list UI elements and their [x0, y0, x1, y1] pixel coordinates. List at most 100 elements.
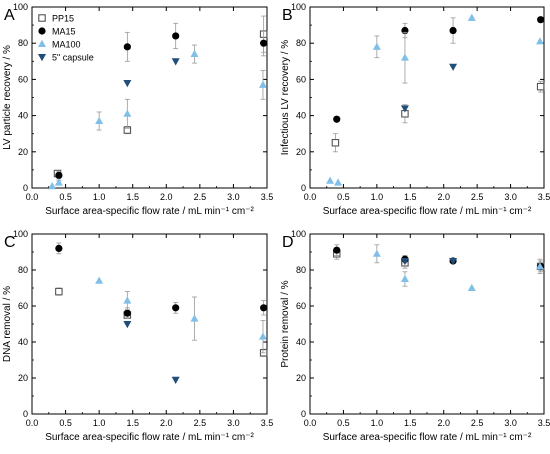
x-tick-label: 1.0 [93, 418, 106, 428]
x-axis-label: Surface area-specific flow rate / mL min… [45, 206, 254, 217]
data-point [331, 139, 340, 147]
data-point [123, 321, 132, 329]
legend: PP15 MA15 MA100 5" capsule [38, 14, 94, 63]
panel-label: B [282, 7, 293, 24]
series-pp15 [331, 80, 545, 153]
data-point [190, 49, 199, 58]
y-tick-label: 60 [18, 74, 28, 84]
data-point [400, 53, 409, 61]
series-5-capsule [400, 258, 458, 266]
data-point [326, 176, 335, 184]
series-5-capsule [400, 63, 458, 113]
y-tick-label: 80 [18, 265, 28, 275]
x-tick-label: 2.5 [471, 192, 484, 202]
x-tick-label: 0.0 [304, 192, 317, 202]
x-tick-label: 0.0 [26, 418, 39, 428]
x-tick-label: 0.0 [26, 192, 39, 202]
legend-marker [38, 14, 46, 22]
series-5-capsule [123, 321, 180, 384]
series-ma100 [326, 13, 544, 186]
series-ma15 [333, 16, 545, 123]
data-point [172, 32, 180, 40]
x-tick-label: 2.5 [194, 192, 207, 202]
series-ma100 [48, 44, 267, 190]
data-point [171, 58, 180, 66]
data-point [537, 16, 545, 24]
plot-frame [309, 233, 545, 415]
data-point [123, 80, 132, 88]
y-tick-label: 0 [301, 183, 306, 193]
series-pp15 [55, 287, 268, 357]
x-tick-label: 0.0 [304, 418, 317, 428]
x-axis-label: Surface area-specific flow rate / mL min… [323, 432, 532, 443]
data-point [190, 314, 199, 322]
chart-panel-d: D 0.0 0.5 1.0 1.5 2.0 2.5 3.0 3.5 0 20 40 60 80 100 Sur… [280, 229, 550, 443]
series-ma100 [95, 276, 267, 354]
y-tick-label: 20 [18, 373, 28, 383]
x-tick-label: 2.0 [160, 418, 173, 428]
data-point [333, 115, 341, 123]
data-point [258, 80, 267, 88]
y-tick-label: 20 [18, 147, 28, 157]
data-point [333, 246, 341, 254]
y-tick-label: 40 [18, 111, 28, 121]
x-tick-label: 3.0 [504, 418, 517, 428]
x-tick-label: 1.5 [126, 418, 139, 428]
x-tick-label: 3.5 [261, 418, 274, 428]
x-tick-label: 3.5 [538, 418, 550, 428]
y-tick-label: 80 [18, 38, 28, 48]
y-tick-label: 100 [13, 229, 28, 239]
data-point [449, 26, 457, 35]
y-axis-label: LV particle recovery / % [2, 45, 13, 150]
data-point [449, 258, 458, 266]
x-tick-label: 1.5 [404, 418, 417, 428]
x-tick-label: 3.0 [227, 418, 240, 428]
y-tick-label: 100 [291, 2, 306, 12]
legend-marker [38, 54, 46, 62]
y-tick-label: 80 [296, 265, 306, 275]
panel-label: C [4, 234, 16, 251]
data-point [123, 109, 132, 117]
y-tick-label: 20 [296, 373, 306, 383]
panel-label: A [4, 7, 15, 24]
x-tick-label: 1.0 [93, 192, 106, 202]
y-tick-label: 40 [296, 111, 306, 121]
legend-label: 5" capsule [52, 53, 94, 63]
y-tick-label: 100 [13, 2, 28, 12]
data-point [123, 309, 131, 317]
x-tick-label: 0.5 [337, 418, 350, 428]
x-tick-label: 1.5 [404, 192, 417, 202]
data-point [48, 181, 57, 190]
y-tick-label: 0 [301, 409, 306, 419]
x-tick-label: 3.0 [504, 192, 517, 202]
data-point [171, 376, 180, 384]
y-tick-label: 60 [296, 74, 306, 84]
data-point [123, 296, 132, 304]
y-tick-label: 20 [296, 147, 306, 157]
y-tick-label: 60 [296, 301, 306, 311]
panel-label: D [282, 234, 294, 251]
data-point [260, 39, 268, 47]
x-tick-label: 3.5 [261, 192, 274, 202]
series-ma15 [55, 22, 268, 180]
chart-panel-c: C 0.0 0.5 1.0 1.5 2.0 2.5 3.0 3.5 0 20 40 60 80 100 Sur… [2, 229, 273, 443]
plot-frame [309, 6, 545, 189]
x-axis-label: Surface area-specific flow rate / mL min… [45, 432, 254, 443]
y-axis-label: DNA removal / % [2, 286, 13, 362]
series-pp15 [332, 247, 545, 273]
chart-panel-b: B 0.0 0.5 1.0 1.5 2.0 2.5 3.0 3.5 0 20 40 60 80 100 Sur… [280, 2, 550, 217]
y-tick-label: 0 [23, 409, 28, 419]
x-tick-label: 1.5 [126, 192, 139, 202]
data-point [400, 258, 409, 266]
x-tick-label: 1.0 [371, 418, 384, 428]
y-tick-label: 0 [23, 183, 28, 193]
x-tick-label: 1.0 [371, 192, 384, 202]
data-point [372, 42, 381, 50]
data-point [535, 37, 544, 45]
data-point [372, 249, 381, 257]
y-tick-label: 60 [18, 301, 28, 311]
data-point [55, 171, 63, 179]
y-tick-label: 40 [296, 337, 306, 347]
series-5-capsule [123, 58, 180, 88]
